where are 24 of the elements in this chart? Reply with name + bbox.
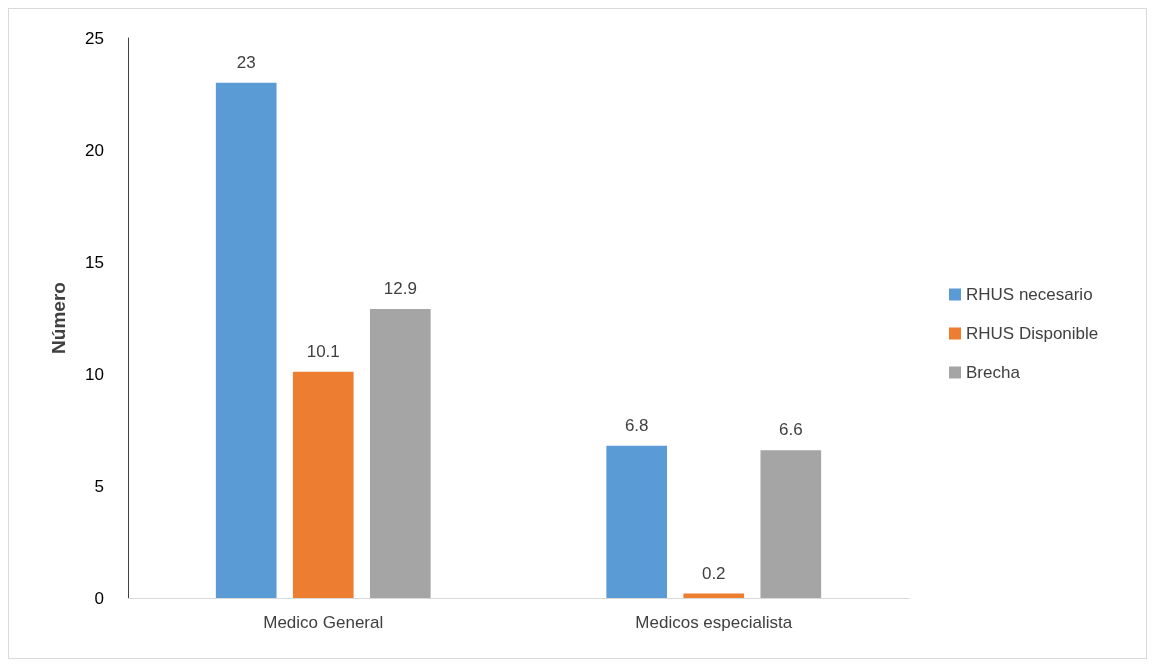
y-tick-label: 25 xyxy=(85,28,104,48)
y-tick-label: 5 xyxy=(94,476,104,496)
data-label: 6.6 xyxy=(778,420,803,440)
y-tick-label: 0 xyxy=(94,588,104,608)
legend-label: RHUS necesario xyxy=(966,285,1093,304)
y-tick-label: 15 xyxy=(85,252,104,272)
bar xyxy=(683,593,745,598)
x-tick-label: Medicos especialista xyxy=(635,613,793,632)
bar xyxy=(215,82,277,598)
x-tick-label: Medico General xyxy=(263,613,384,632)
data-label: 23 xyxy=(236,52,256,72)
data-label: 12.9 xyxy=(383,279,417,299)
y-tick-label: 20 xyxy=(85,140,104,160)
bar xyxy=(369,309,431,598)
bar xyxy=(760,450,822,598)
y-tick-label: 10 xyxy=(85,364,104,384)
data-label: 10.1 xyxy=(306,341,340,361)
bar xyxy=(606,445,668,598)
legend-label: Brecha xyxy=(966,363,1021,382)
data-label: 0.2 xyxy=(701,563,726,583)
y-axis-title: Número xyxy=(48,282,69,354)
bar xyxy=(292,371,354,598)
data-label: 6.8 xyxy=(624,415,649,435)
legend-label: RHUS Disponible xyxy=(966,324,1099,343)
